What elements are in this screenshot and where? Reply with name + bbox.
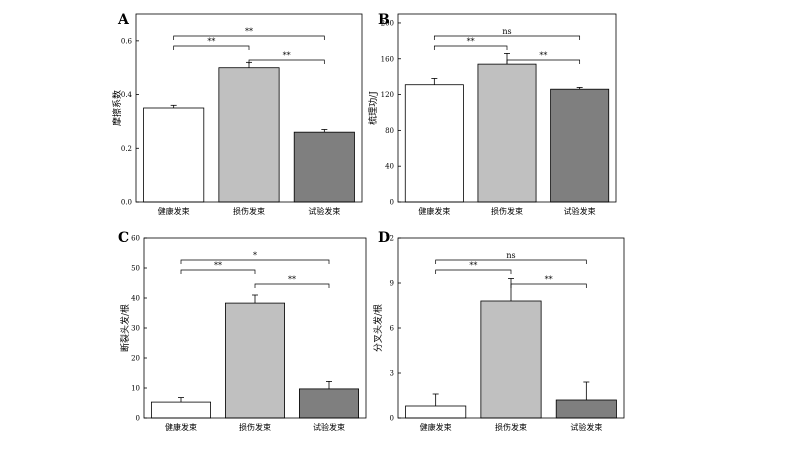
significance-bracket [510,283,587,288]
bar-2 [218,67,280,203]
significance-bracket [254,283,330,288]
y-tick-label: 50 [131,265,140,273]
y-axis-title: 断裂头发/根 [119,304,131,352]
x-tick-label: 试验发束 [313,422,345,432]
x-tick-label: 健康发束 [418,206,450,216]
x-tick-label: 损伤发束 [495,422,527,432]
y-tick-label: 160 [381,55,394,63]
y-tick-label: 9 [390,280,394,288]
significance-bracket [435,269,512,274]
y-axis-title: 摩擦系数 [111,90,123,126]
x-tick-label: 试验发束 [570,422,602,432]
significance-label: * [253,251,257,260]
bar-3 [550,88,610,203]
significance-label: ** [288,275,296,284]
y-tick-label: 80 [385,127,394,135]
bar-3 [298,388,359,419]
panel-a: A 0.0 0.2 0.4 0.6 健康发束 损伤发束 试验发束 摩擦系数 ** ** ** [111,12,363,216]
y-tick-label: 60 [131,235,140,243]
significance-label: ns [506,251,515,260]
y-tick-label: 0.6 [121,37,133,45]
bar-2 [477,63,537,203]
significance-bracket [180,269,256,274]
significance-bracket [433,45,508,50]
y-tick-label: 40 [385,163,394,171]
panel-d: D 0 3 6 9 12 健康发束 损伤发束 试验发束 分叉头发/根 ** ** ns [372,230,625,432]
panel-letter: A [117,12,130,28]
axes-frame [135,13,363,203]
panel-letter: D [378,230,390,246]
significance-bracket [173,35,325,40]
bar-1 [150,401,211,419]
significance-label: ns [502,27,511,36]
y-tick-label: 200 [381,19,394,27]
y-tick-label: 3 [390,370,394,378]
y-tick-label: 0.0 [121,199,132,207]
significance-bracket [435,259,587,264]
bar-1 [143,107,205,203]
x-tick-label: 损伤发束 [239,422,271,432]
y-tick-label: 30 [131,325,140,333]
x-tick-label: 健康发束 [158,206,190,216]
significance-label: ** [467,37,475,46]
y-tick-label: 0 [136,415,140,423]
significance-label: ** [539,51,547,60]
panel-b: B 0 40 80 120 160 200 健康发束 损伤发束 试验发束 梳理功/J ** ** ns [367,12,617,216]
significance-bracket [506,59,581,64]
y-tick-label: 40 [131,295,140,303]
significance-label: ** [469,261,477,270]
y-axis-title: 梳理功/J [367,91,379,125]
bar-2 [480,300,542,419]
x-tick-label: 试验发束 [308,206,340,216]
x-tick-label: 健康发束 [420,422,452,432]
y-tick-label: 20 [131,355,140,363]
y-tick-label: 12 [385,235,394,243]
x-tick-label: 损伤发束 [233,206,265,216]
y-tick-label: 0 [390,199,394,207]
significance-bracket [180,259,330,264]
bar-2 [224,302,285,419]
significance-label: ** [207,37,215,46]
axes-frame [397,13,617,203]
y-tick-label: 0.2 [121,145,132,153]
y-tick-label: 10 [131,385,140,393]
x-tick-label: 健康发束 [165,422,197,432]
bar-3 [555,399,617,419]
significance-label: ** [283,51,291,60]
bar-3 [293,131,355,203]
significance-bracket [248,59,325,64]
significance-bracket [433,35,581,40]
bar-1 [404,84,464,203]
x-tick-label: 损伤发束 [491,206,523,216]
y-tick-label: 120 [381,91,394,99]
x-tick-label: 试验发束 [564,206,596,216]
bar-1 [405,405,467,419]
significance-label: ** [545,275,553,284]
significance-bracket [173,45,250,50]
significance-label: ** [214,261,222,270]
significance-label: ** [245,27,253,36]
panel-letter: C [118,230,129,246]
panel-letter: B [378,12,390,28]
y-tick-label: 0.4 [121,91,133,99]
y-axis-title: 分叉头发/根 [372,304,384,352]
y-tick-label: 6 [390,325,395,333]
y-tick-label: 0 [390,415,394,423]
